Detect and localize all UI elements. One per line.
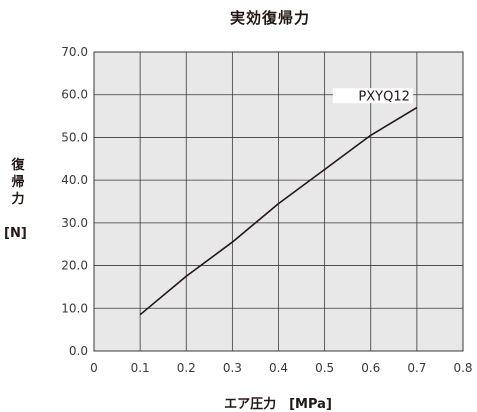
y-tick-label: 30.0 bbox=[61, 216, 88, 230]
series-group: PXYQ12 bbox=[139, 88, 418, 316]
y-tick-labels: 0.0 10.0 20.0 30.0 40.0 50.0 60.0 70.0 bbox=[61, 45, 88, 358]
y-tick-label: 20.0 bbox=[61, 259, 88, 273]
x-tick-label: 0.4 bbox=[269, 361, 288, 375]
x-tick-label: 0.1 bbox=[131, 361, 150, 375]
y-axis-label-char: 帰 bbox=[11, 175, 25, 190]
y-tick-label: 70.0 bbox=[61, 45, 88, 59]
y-axis-unit: [N] bbox=[4, 226, 27, 241]
x-tick-label: 0 bbox=[90, 361, 98, 375]
y-axis-label-char: 力 bbox=[11, 192, 25, 207]
series-line-pxyq12 bbox=[139, 106, 418, 316]
x-tick-label: 0.3 bbox=[223, 361, 242, 375]
x-tick-label: 0.7 bbox=[407, 361, 426, 375]
y-tick-label: 60.0 bbox=[61, 88, 88, 102]
series-label: PXYQ12 bbox=[358, 90, 409, 105]
chart-title: 実効復帰力 bbox=[229, 9, 310, 27]
y-axis-label: 復帰力 bbox=[8, 157, 28, 208]
x-axis-label: エア圧力 [MPa] bbox=[224, 397, 332, 412]
y-tick-label: 40.0 bbox=[61, 173, 88, 187]
x-tick-label: 0.2 bbox=[177, 361, 196, 375]
x-tick-labels: 0 0.1 0.2 0.3 0.4 0.5 0.6 0.7 0.8 bbox=[90, 361, 472, 375]
y-tick-label: 10.0 bbox=[61, 301, 88, 315]
series-label-background bbox=[332, 88, 413, 104]
x-tick-label: 0.8 bbox=[453, 361, 472, 375]
x-tick-label: 0.6 bbox=[361, 361, 380, 375]
y-tick-label: 50.0 bbox=[61, 130, 88, 144]
y-tick-label: 0.0 bbox=[69, 344, 88, 358]
y-axis-label-char: 復 bbox=[11, 158, 25, 173]
x-tick-label: 0.5 bbox=[315, 361, 334, 375]
